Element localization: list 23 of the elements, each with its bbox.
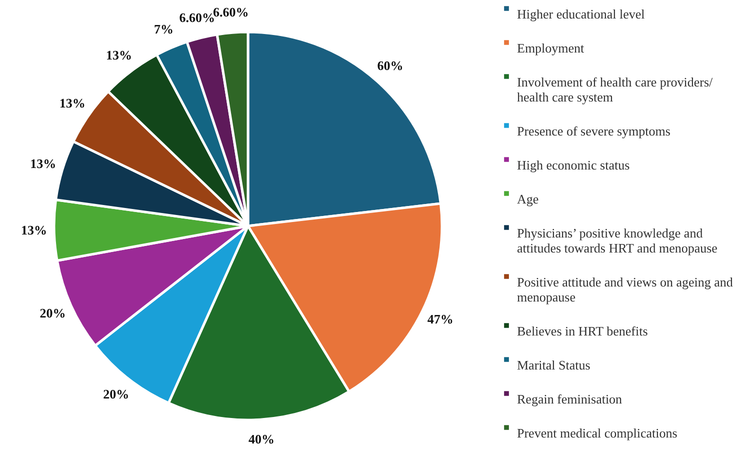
legend-label: High economic status (517, 158, 630, 172)
data-label: 40% (248, 432, 274, 447)
legend-label: Presence of severe symptoms (517, 124, 670, 138)
data-label: 13% (21, 222, 48, 238)
data-label: 20% (40, 306, 66, 321)
data-label: 6.60% (213, 4, 249, 20)
legend-label: Prevent medical complications (517, 426, 678, 440)
legend-label: Believes in HRT benefits (517, 324, 648, 338)
legend-label: Higher educational level (517, 6, 646, 22)
legend-label: Physicians’ positive knowledge and attitudes towards HRT and menopause (517, 226, 718, 256)
data-label: 13% (30, 156, 56, 172)
data-label: 20% (103, 386, 130, 402)
legend-label: Positive attitude and views on ageing and menopause (517, 274, 734, 304)
legend-label: Employment (517, 40, 585, 56)
data-label: 7% (154, 21, 174, 36)
data-label: 60% (377, 58, 404, 74)
legend-label: Age (517, 192, 539, 206)
data-label: 13% (106, 47, 132, 62)
legend-label: Marital Status (517, 358, 590, 372)
data-label: 13% (59, 96, 86, 111)
legend-label: Involvement of health care providers/ health care system (517, 74, 714, 104)
legend-label: Regain feminisation (517, 392, 623, 406)
data-label: 47% (427, 312, 454, 327)
